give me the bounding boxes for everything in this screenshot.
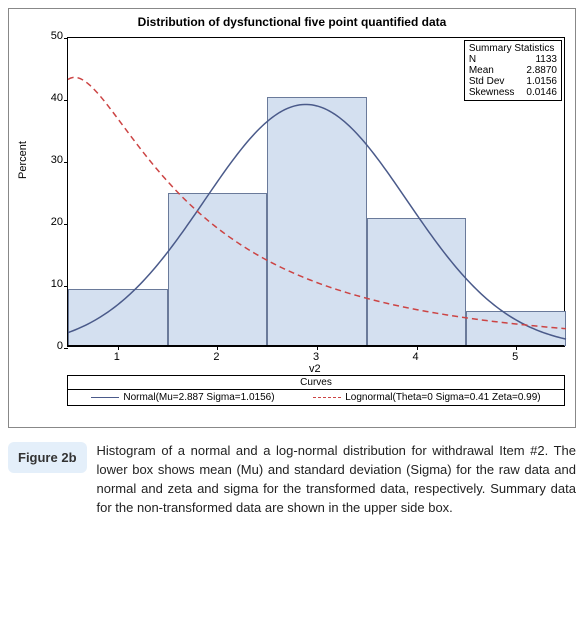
x-tickmark [417, 346, 418, 350]
y-tickmark [64, 348, 68, 349]
y-tick-label: 0 [41, 340, 63, 352]
x-tick-label: 2 [206, 351, 226, 363]
x-tickmark [118, 346, 119, 350]
stats-label: Skewness [469, 87, 515, 98]
stats-value: 0.0146 [526, 87, 557, 98]
stats-value: 1.0156 [526, 76, 557, 87]
x-tickmark [317, 346, 318, 350]
stats-row: Skewness 0.0146 [469, 87, 557, 98]
plot-area: Summary Statistics N1133Mean2.8870Std De… [67, 37, 565, 347]
stats-row: Std Dev 1.0156 [469, 76, 557, 87]
stats-value: 2.8870 [526, 65, 557, 76]
y-tick-label: 10 [41, 278, 63, 290]
y-tick-label: 40 [41, 92, 63, 104]
legend-item-normal: Normal(Mu=2.887 Sigma=1.0156) [91, 392, 274, 403]
legend-line-dashed-icon [313, 397, 341, 398]
stats-row: N 1133 [469, 54, 557, 65]
legend-items: Normal(Mu=2.887 Sigma=1.0156) Lognormal(… [68, 389, 564, 405]
stats-title: Summary Statistics [469, 43, 557, 54]
summary-stats-box: Summary Statistics N1133Mean2.8870Std De… [464, 40, 562, 101]
legend-line-solid-icon [91, 397, 119, 398]
legend-box: Curves Normal(Mu=2.887 Sigma=1.0156) Log… [67, 375, 565, 406]
y-tick-label: 30 [41, 154, 63, 166]
legend-label-lognormal: Lognormal(Theta=0 Sigma=0.41 Zeta=0.99) [345, 392, 540, 403]
x-tickmark [217, 346, 218, 350]
x-axis-label: v2 [309, 363, 321, 375]
chart-title: Distribution of dysfunctional five point… [13, 15, 571, 29]
y-tick-label: 50 [41, 30, 63, 42]
caption-text: Histogram of a normal and a log-normal d… [97, 442, 576, 517]
legend-title: Curves [68, 376, 564, 389]
x-tickmark [516, 346, 517, 350]
y-axis-label: Percent [17, 141, 29, 179]
figure-label: Figure 2b [8, 442, 87, 473]
stats-label: Mean [469, 65, 494, 76]
x-tick-label: 1 [107, 351, 127, 363]
x-tick-label: 5 [505, 351, 525, 363]
stats-value: 1133 [535, 54, 557, 65]
y-tick-label: 20 [41, 216, 63, 228]
chart-container: Distribution of dysfunctional five point… [8, 8, 576, 428]
x-tick-label: 4 [406, 351, 426, 363]
lognormal-curve [68, 77, 566, 328]
stats-label: N [469, 54, 476, 65]
stats-label: Std Dev [469, 76, 505, 87]
legend-label-normal: Normal(Mu=2.887 Sigma=1.0156) [123, 392, 274, 403]
stats-row: Mean 2.8870 [469, 65, 557, 76]
legend-item-lognormal: Lognormal(Theta=0 Sigma=0.41 Zeta=0.99) [313, 392, 540, 403]
caption-container: Figure 2b Histogram of a normal and a lo… [8, 442, 576, 517]
x-tick-label: 3 [306, 351, 326, 363]
normal-curve [68, 104, 566, 339]
